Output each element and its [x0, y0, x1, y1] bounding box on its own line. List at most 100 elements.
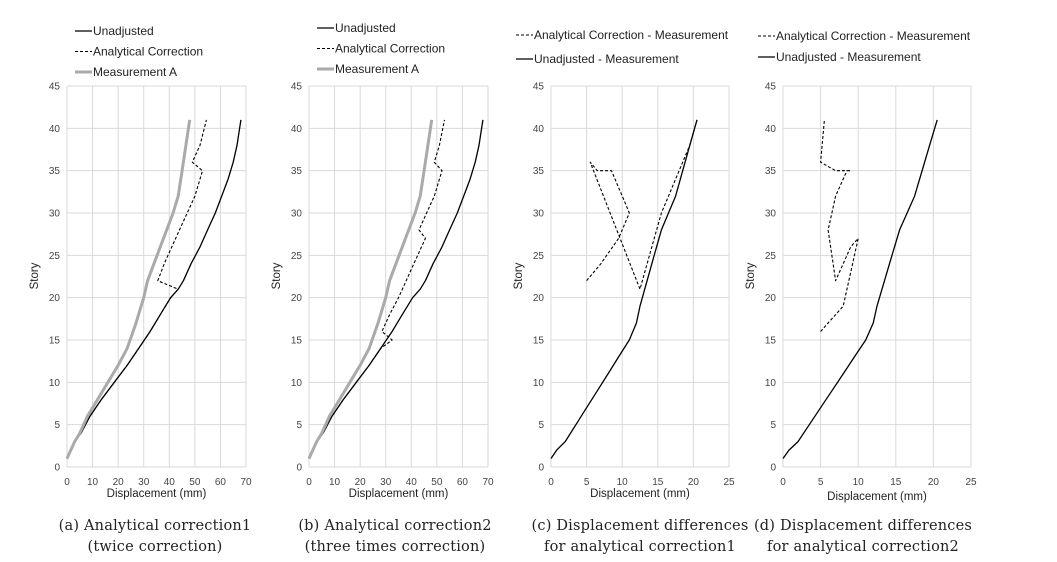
x-tick-label: 30 [138, 477, 150, 488]
y-tick-label: 15 [533, 336, 545, 347]
chart-panel-c: 0 5 10 15 20 25 0 5 10 15 20 25 30 35 40 45 Displacement… [513, 28, 735, 500]
y-tick-label: 0 [770, 463, 776, 474]
legend: Unadjusted Analytical Correction Measureme… [75, 24, 203, 79]
x-tick-label: 70 [482, 477, 494, 488]
x-tick-label: 20 [688, 477, 700, 488]
y-tick-label: 35 [49, 166, 61, 177]
x-tick-label: 25 [723, 477, 735, 488]
x-tick-label: 20 [928, 477, 940, 488]
series-line-1 [586, 119, 698, 290]
grid [550, 85, 730, 468]
y-tick-label: 30 [765, 209, 777, 220]
x-tick-label: 0 [306, 477, 312, 488]
legend-label-2: Analytical Correction [93, 45, 203, 59]
caption-b-line1: (b) Analytical correction2 [298, 518, 492, 534]
legend: Analytical Correction - Measurement Unadj… [758, 29, 971, 64]
y-tick-label: 45 [49, 82, 61, 93]
legend-label-2: Unadjusted - Measurement [776, 50, 921, 64]
caption-c-line1: (c) Displacement differences [531, 518, 749, 534]
x-axis-label: Displacement (mm) [827, 491, 927, 503]
y-tick-label: 20 [291, 293, 303, 304]
legend: Analytical Correction - Measurement Unadj… [516, 28, 729, 66]
legend-label-3: Measurement A [335, 62, 419, 76]
x-axis-label: Displacement (mm) [590, 488, 690, 500]
legend-label-1: Unadjusted [93, 24, 154, 38]
series-line-2 [66, 119, 207, 459]
caption-b: (b) Analytical correction2 (three times … [275, 516, 515, 558]
y-tick-label: 15 [765, 336, 777, 347]
x-tick-label: 60 [215, 477, 227, 488]
chart-panel-d: 0 5 10 15 20 25 0 5 10 15 20 25 30 35 40 45 Displacement… [745, 29, 977, 503]
y-tick-label: 40 [291, 124, 303, 135]
x-axis-label: Displacement (mm) [349, 488, 449, 500]
y-axis-label: Story [745, 262, 757, 289]
caption-a: (a) Analytical correction1 (twice correc… [35, 516, 275, 558]
x-tick-label: 15 [890, 477, 902, 488]
legend-label-1: Analytical Correction - Measurement [534, 28, 729, 42]
x-tick-label: 50 [431, 477, 443, 488]
y-tick-label: 35 [765, 166, 777, 177]
x-tick-label: 10 [617, 477, 629, 488]
x-tick-label: 25 [965, 477, 977, 488]
y-tick-label: 5 [770, 420, 776, 431]
y-tick-label: 30 [291, 209, 303, 220]
y-tick-label: 20 [765, 293, 777, 304]
y-axis-label: Story [271, 262, 283, 289]
y-tick-label: 5 [296, 420, 302, 431]
x-tick-label: 40 [406, 477, 418, 488]
y-tick-label: 15 [291, 336, 303, 347]
y-axis-label: Story [513, 262, 525, 289]
y-tick-label: 25 [765, 251, 777, 262]
x-tick-label: 40 [164, 477, 176, 488]
y-tick-label: 45 [291, 82, 303, 93]
x-tick-label: 0 [64, 477, 70, 488]
y-tick-label: 25 [49, 251, 61, 262]
caption-c-line2: for analytical correction1 [544, 539, 736, 555]
x-tick-label: 50 [189, 477, 201, 488]
y-tick-label: 25 [291, 251, 303, 262]
series-line-2 [308, 119, 446, 459]
legend-label-2: Unadjusted - Measurement [534, 52, 679, 66]
x-tick-label: 20 [113, 477, 125, 488]
legend-label-1: Analytical Correction - Measurement [776, 29, 971, 43]
x-tick-label: 10 [329, 477, 341, 488]
y-tick-label: 15 [49, 336, 61, 347]
caption-c: (c) Displacement differences for analyti… [520, 516, 760, 558]
y-tick-label: 25 [533, 251, 545, 262]
series-line-1 [820, 119, 859, 332]
series-line-3 [307, 119, 434, 460]
y-tick-label: 10 [291, 378, 303, 389]
y-tick-label: 35 [533, 166, 545, 177]
legend: Unadjusted Analytical Correction Measureme… [317, 21, 445, 76]
x-tick-label: 70 [240, 477, 252, 488]
series-line-2 [782, 119, 938, 459]
caption-d-line1: (d) Displacement differences [753, 518, 973, 534]
legend-label-3: Measurement A [93, 65, 177, 79]
y-tick-label: 10 [533, 378, 545, 389]
y-tick-label: 40 [533, 124, 545, 135]
caption-d: (d) Displacement differences for analyti… [743, 516, 983, 558]
x-axis-label: Displacement (mm) [107, 488, 207, 500]
y-tick-label: 0 [296, 463, 302, 474]
y-tick-label: 45 [765, 82, 777, 93]
y-tick-label: 35 [291, 166, 303, 177]
y-tick-label: 10 [765, 378, 777, 389]
y-tick-label: 40 [49, 124, 61, 135]
y-tick-label: 40 [765, 124, 777, 135]
caption-a-line1: (a) Analytical correction1 [58, 518, 252, 534]
y-tick-label: 0 [54, 463, 60, 474]
grid [308, 85, 489, 468]
series-line-2 [550, 119, 698, 459]
legend-label-2: Analytical Correction [335, 42, 445, 56]
y-axis-label: Story [29, 262, 41, 289]
caption-b-line2: (three times correction) [304, 539, 486, 555]
grid [782, 85, 972, 468]
y-tick-label: 30 [533, 209, 545, 220]
series-line-3 [65, 119, 192, 460]
y-tick-label: 20 [49, 293, 61, 304]
y-tick-label: 5 [538, 420, 544, 431]
chart-panel-b: 0 10 20 30 40 50 60 70 0 5 10 15 20 25 30 35 40 45 Displac… [271, 21, 494, 500]
x-tick-label: 20 [355, 477, 367, 488]
legend-label-1: Unadjusted [335, 21, 396, 35]
